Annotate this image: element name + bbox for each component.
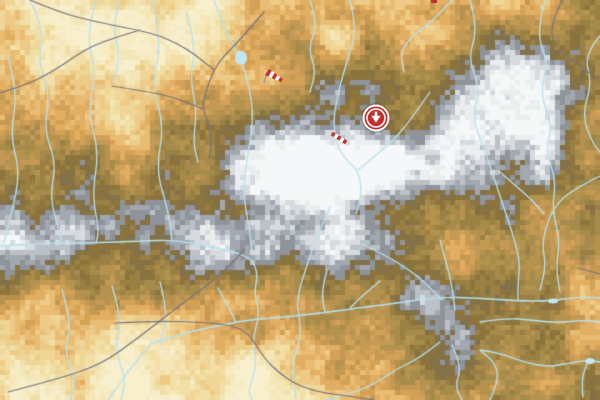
goal-inner-ring: [366, 108, 386, 128]
glider-stripe: [333, 133, 339, 139]
windsock-sock: [265, 68, 283, 83]
glider-stripe: [339, 137, 345, 143]
down-arrow-head: [371, 115, 381, 123]
windsock-stripe: [271, 73, 278, 80]
glider-body: [330, 131, 348, 145]
goal-marker[interactable]: [360, 102, 392, 134]
windsock-stripe: [265, 68, 272, 77]
glider-icon: [330, 131, 348, 145]
goal-outer-ring: [361, 103, 391, 133]
windsock-stripe: [268, 71, 275, 79]
windsock-stripe: [274, 75, 281, 81]
windsock-stripe: [278, 77, 283, 83]
goal-marker-icon: [361, 103, 391, 133]
glider-marker[interactable]: [328, 129, 350, 147]
windsock-marker[interactable]: [260, 61, 290, 87]
windsock-icon: [263, 68, 283, 84]
glider-stripe: [330, 131, 336, 138]
glider-stripe: [336, 135, 342, 141]
edge-marker: [431, 0, 437, 3]
glider-stripe: [342, 138, 348, 145]
